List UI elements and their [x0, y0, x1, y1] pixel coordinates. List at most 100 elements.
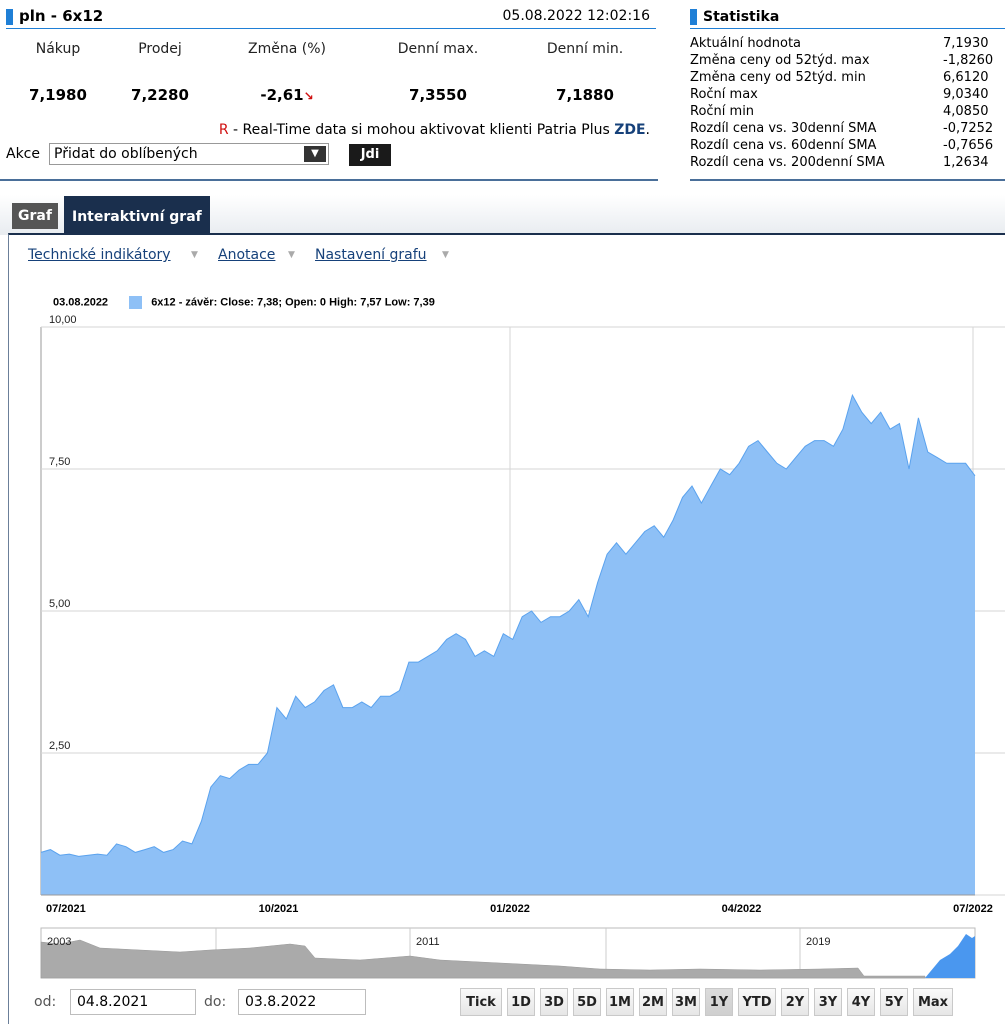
stat-row: Rozdíl cena vs. 30denní SMA -0,7252 — [690, 120, 1005, 137]
to-label: do: — [204, 994, 226, 1010]
stats-divider — [690, 179, 1005, 181]
stat-row: Aktuální hodnota 7,1930 — [690, 35, 1005, 52]
tab-interactive-chart[interactable]: Interaktivní graf — [64, 196, 210, 234]
col-head-change: Změna (%) — [232, 41, 342, 57]
from-date-input[interactable] — [70, 989, 196, 1015]
x-tick-label: 07/2022 — [953, 903, 993, 915]
realtime-link[interactable]: ZDE — [614, 122, 645, 138]
action-select[interactable]: Přidat do oblíbených ▼ — [49, 143, 329, 165]
from-label: od: — [34, 994, 56, 1010]
range-button-ytd[interactable]: YTD — [738, 988, 776, 1016]
range-button-4y[interactable]: 4Y — [847, 988, 875, 1016]
range-button-3d[interactable]: 3D — [540, 988, 568, 1016]
menu-annotations[interactable]: Anotace — [218, 247, 275, 263]
navigator-chart[interactable]: 2003 2011 2019 — [0, 926, 1005, 980]
price-area — [41, 395, 975, 895]
range-button-5d[interactable]: 5D — [573, 988, 601, 1016]
instrument-title: pln - 6x12 — [19, 7, 103, 25]
realtime-note: R - Real-Time data si mohou aktivovat kl… — [219, 122, 650, 138]
stat-value: 1,2634 — [943, 154, 989, 171]
x-tick-label: 10/2021 — [259, 903, 299, 915]
range-button-5y[interactable]: 5Y — [880, 988, 908, 1016]
col-head-ask: Prodej — [110, 41, 210, 57]
price-chart[interactable]: 0,002,505,007,5010,0007/202110/202101/20… — [0, 312, 1005, 922]
col-head-bid: Nákup — [8, 41, 108, 57]
change-value: -2,61 — [260, 86, 303, 104]
x-tick-label: 07/2021 — [46, 903, 86, 915]
stat-label: Rozdíl cena vs. 30denní SMA — [690, 121, 876, 136]
stat-value: 4,0850 — [943, 103, 989, 120]
navigator-year-label: 2011 — [416, 936, 440, 948]
range-button-1y[interactable]: 1Y — [705, 988, 733, 1016]
x-tick-label: 01/2022 — [490, 903, 530, 915]
stat-value: -0,7656 — [943, 137, 993, 154]
quote-panel: pln - 6x12 05.08.2022 12:02:16 Nákup Pro… — [0, 0, 658, 182]
bid-value: 7,1980 — [8, 86, 108, 104]
stat-label: Rozdíl cena vs. 60denní SMA — [690, 138, 876, 153]
stat-value: 7,1930 — [943, 35, 989, 52]
realtime-text: - Real-Time data si mohou aktivovat klie… — [229, 122, 615, 138]
stat-label: Změna ceny od 52týd. min — [690, 70, 866, 85]
y-tick-label: 10,00 — [49, 314, 77, 326]
stat-label: Aktuální hodnota — [690, 36, 801, 51]
navigator-year-label: 2003 — [47, 936, 71, 948]
stat-value: 9,0340 — [943, 86, 989, 103]
stats-panel: Statistika Aktuální hodnota 7,1930 Změna … — [690, 0, 1005, 182]
menu-technical-indicators[interactable]: Technické indikátory — [28, 247, 171, 263]
stats-header: Statistika — [690, 6, 1005, 29]
chevron-down-icon[interactable]: ▼ — [442, 250, 449, 260]
navigator-year-label: 2019 — [806, 936, 830, 948]
daymin-value: 7,1880 — [525, 86, 645, 104]
stat-row: Rozdíl cena vs. 60denní SMA -0,7656 — [690, 137, 1005, 154]
action-label: Akce — [6, 146, 40, 162]
stat-row: Roční max 9,0340 — [690, 86, 1005, 103]
legend-swatch — [129, 296, 142, 309]
chevron-down-icon[interactable]: ▼ — [191, 250, 198, 260]
stats-title: Statistika — [703, 9, 779, 25]
ask-value: 7,2280 — [110, 86, 210, 104]
go-button[interactable]: Jdi — [349, 144, 391, 166]
quote-header: pln - 6x12 05.08.2022 12:02:16 — [6, 6, 656, 29]
y-tick-label: 5,00 — [49, 598, 70, 610]
stat-label: Rozdíl cena vs. 200denní SMA — [690, 155, 885, 170]
range-button-1d[interactable]: 1D — [507, 988, 535, 1016]
quote-datetime: 05.08.2022 12:02:16 — [503, 8, 651, 24]
range-button-tick[interactable]: Tick — [460, 988, 502, 1016]
tab-graf[interactable]: Graf — [12, 203, 58, 229]
menu-chart-settings[interactable]: Nastavení grafu — [315, 247, 427, 263]
down-arrow-icon: ↘ — [304, 89, 314, 103]
range-button-2y[interactable]: 2Y — [781, 988, 809, 1016]
legend-text: 6x12 - závěr: Close: 7,38; Open: 0 High:… — [151, 296, 435, 308]
daymax-value: 7,3550 — [378, 86, 498, 104]
range-button-max[interactable]: Max — [913, 988, 953, 1016]
stat-label: Roční max — [690, 87, 758, 102]
chevron-down-icon[interactable]: ▼ — [304, 146, 326, 162]
range-button-1m[interactable]: 1M — [606, 988, 634, 1016]
col-head-daymax: Denní max. — [378, 41, 498, 57]
change-value-wrap: -2,61↘ — [232, 86, 342, 104]
stat-row: Změna ceny od 52týd. max -1,8260 — [690, 52, 1005, 69]
y-tick-label: 7,50 — [49, 456, 70, 468]
range-button-2m[interactable]: 2M — [639, 988, 667, 1016]
realtime-marker: R — [219, 122, 229, 138]
stat-row: Změna ceny od 52týd. min 6,6120 — [690, 69, 1005, 86]
to-date-input[interactable] — [238, 989, 366, 1015]
action-select-value: Přidat do oblíbených — [54, 146, 198, 162]
realtime-end: . — [646, 122, 650, 138]
stat-label: Roční min — [690, 104, 754, 119]
header-divider — [0, 179, 658, 181]
stat-row: Roční min 4,0850 — [690, 103, 1005, 120]
legend: 03.08.2022 6x12 - závěr: Close: 7,38; Op… — [53, 296, 435, 309]
stat-value: -0,7252 — [943, 120, 993, 137]
stats-marker — [690, 9, 697, 25]
title-marker — [6, 9, 13, 25]
stats-list: Aktuální hodnota 7,1930 Změna ceny od 52t… — [690, 35, 1005, 171]
stat-value: 6,6120 — [943, 69, 989, 86]
range-button-3m[interactable]: 3M — [672, 988, 700, 1016]
chevron-down-icon[interactable]: ▼ — [288, 250, 295, 260]
range-button-3y[interactable]: 3Y — [814, 988, 842, 1016]
legend-date: 03.08.2022 — [53, 296, 108, 308]
stat-value: -1,8260 — [943, 52, 993, 69]
y-tick-label: 2,50 — [49, 740, 70, 752]
col-head-daymin: Denní min. — [525, 41, 645, 57]
